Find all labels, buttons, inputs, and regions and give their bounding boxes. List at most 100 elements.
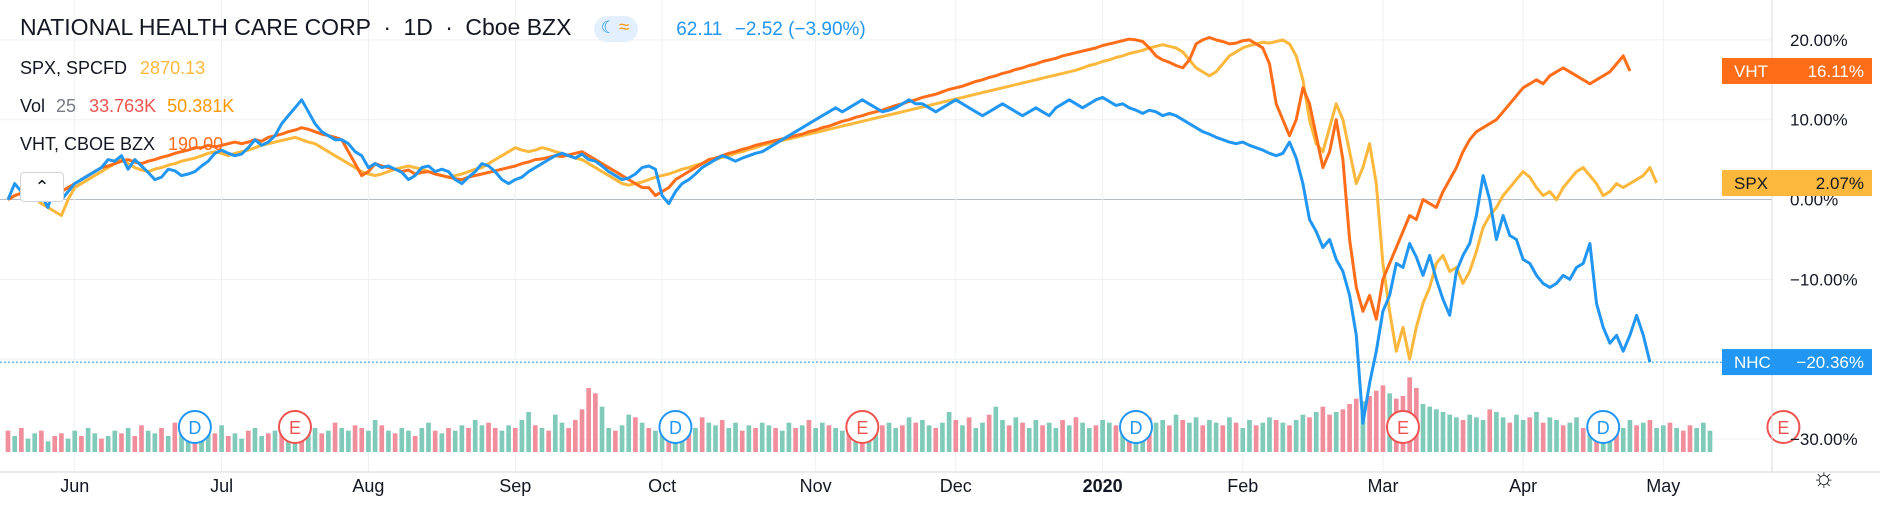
volume-bar — [1641, 423, 1646, 452]
interval-label[interactable]: 1D — [403, 14, 432, 40]
volume-bar — [633, 417, 638, 452]
volume-bar — [1341, 409, 1346, 452]
volume-bar — [727, 428, 732, 452]
series-tag-name: NHC — [1734, 353, 1771, 372]
series-tag-name: VHT — [1734, 62, 1768, 81]
volume-bar — [1160, 420, 1165, 452]
volume-bar — [820, 423, 825, 452]
legend-vol-length: 25 — [56, 96, 76, 116]
volume-bar — [1654, 428, 1659, 452]
volume-bar — [1554, 420, 1559, 452]
volume-bar — [339, 428, 344, 452]
volume-bar — [573, 420, 578, 452]
volume-bar — [580, 409, 585, 452]
volume-bar — [79, 436, 84, 452]
x-tick-label: May — [1646, 476, 1680, 496]
event-marker-label: E — [1777, 418, 1789, 438]
volume-bar — [553, 415, 558, 452]
volume-bar — [126, 428, 131, 452]
volume-bar — [1314, 412, 1319, 452]
volume-bar — [493, 428, 498, 452]
event-marker-label: E — [856, 418, 868, 438]
volume-bar — [1367, 396, 1372, 452]
volume-bar — [1574, 417, 1579, 452]
volume-bar — [994, 407, 999, 452]
volume-bar — [1467, 415, 1472, 452]
series-line-vht — [8, 38, 1630, 320]
volume-bar — [12, 436, 17, 452]
volume-bar — [1054, 428, 1059, 452]
volume-bar — [626, 415, 631, 452]
volume-bar — [900, 425, 905, 452]
volume-bar — [1307, 417, 1312, 452]
volume-bar — [1514, 415, 1519, 452]
volume-bar — [1067, 425, 1072, 452]
volume-bar — [233, 433, 238, 452]
symbol-name[interactable]: NATIONAL HEALTH CARE CORP — [20, 14, 371, 40]
legend-volume[interactable]: Vol 25 33.763K 50.381K — [20, 96, 234, 117]
volume-bar — [1381, 385, 1386, 452]
volume-bar — [1681, 431, 1686, 452]
x-tick-label: Apr — [1509, 476, 1537, 496]
volume-bar — [560, 423, 565, 452]
volume-bar — [26, 439, 31, 452]
volume-bar — [219, 425, 224, 452]
volume-bar — [787, 423, 792, 452]
volume-bar — [1421, 404, 1426, 452]
volume-bar — [139, 425, 144, 452]
volume-bar — [1694, 428, 1699, 452]
volume-bar — [46, 441, 51, 452]
volume-bar — [52, 436, 57, 452]
volume-bar — [947, 412, 952, 452]
volume-bar — [1000, 420, 1005, 452]
volume-bar — [480, 425, 485, 452]
volume-bar — [1494, 412, 1499, 452]
volume-bar — [840, 431, 845, 452]
volume-bar — [59, 433, 64, 452]
volume-bar — [433, 431, 438, 452]
volume-bar — [893, 428, 898, 452]
volume-bar — [1281, 423, 1286, 452]
volume-bar — [1661, 425, 1666, 452]
x-tick-label: Mar — [1367, 476, 1398, 496]
legend-vht[interactable]: VHT, CBOE BZX 190.00 — [20, 134, 223, 155]
legend-vol-value1: 33.763K — [89, 96, 156, 116]
event-marker-label: D — [1129, 418, 1142, 438]
volume-bar — [1074, 417, 1079, 452]
volume-bar — [646, 428, 651, 452]
volume-bar — [460, 425, 465, 452]
volume-bar — [1180, 420, 1185, 452]
volume-bar — [466, 428, 471, 452]
volume-bar — [1187, 423, 1192, 452]
volume-bar — [593, 393, 598, 452]
x-tick-label: Jul — [210, 476, 233, 496]
volume-bar — [1701, 423, 1706, 452]
volume-bar — [1688, 425, 1693, 452]
volume-bar — [1527, 417, 1532, 452]
volume-bar — [359, 428, 364, 452]
volume-bar — [92, 433, 97, 452]
volume-bar — [920, 420, 925, 452]
volume-bar — [72, 431, 77, 452]
volume-bar — [1434, 409, 1439, 452]
volume-bar — [533, 425, 538, 452]
y-tick-label: −30.00% — [1790, 430, 1858, 449]
volume-bar — [1194, 417, 1199, 452]
theme-toggle[interactable]: ☾ ≈ — [594, 16, 638, 42]
volume-bar — [526, 412, 531, 452]
legend-spx[interactable]: SPX, SPCFD 2870.13 — [20, 58, 205, 79]
volume-bar — [520, 420, 525, 452]
series-tag-name: SPX — [1734, 174, 1768, 193]
volume-bar — [613, 431, 618, 452]
collapse-legend-button[interactable]: ⌃ — [20, 172, 64, 202]
volume-bar — [213, 433, 218, 452]
volume-bar — [1227, 417, 1232, 452]
volume-bar — [226, 436, 231, 452]
settings-gear-icon[interactable]: ☼ — [1812, 462, 1836, 493]
volume-bar — [32, 433, 37, 452]
volume-bar — [112, 431, 117, 452]
